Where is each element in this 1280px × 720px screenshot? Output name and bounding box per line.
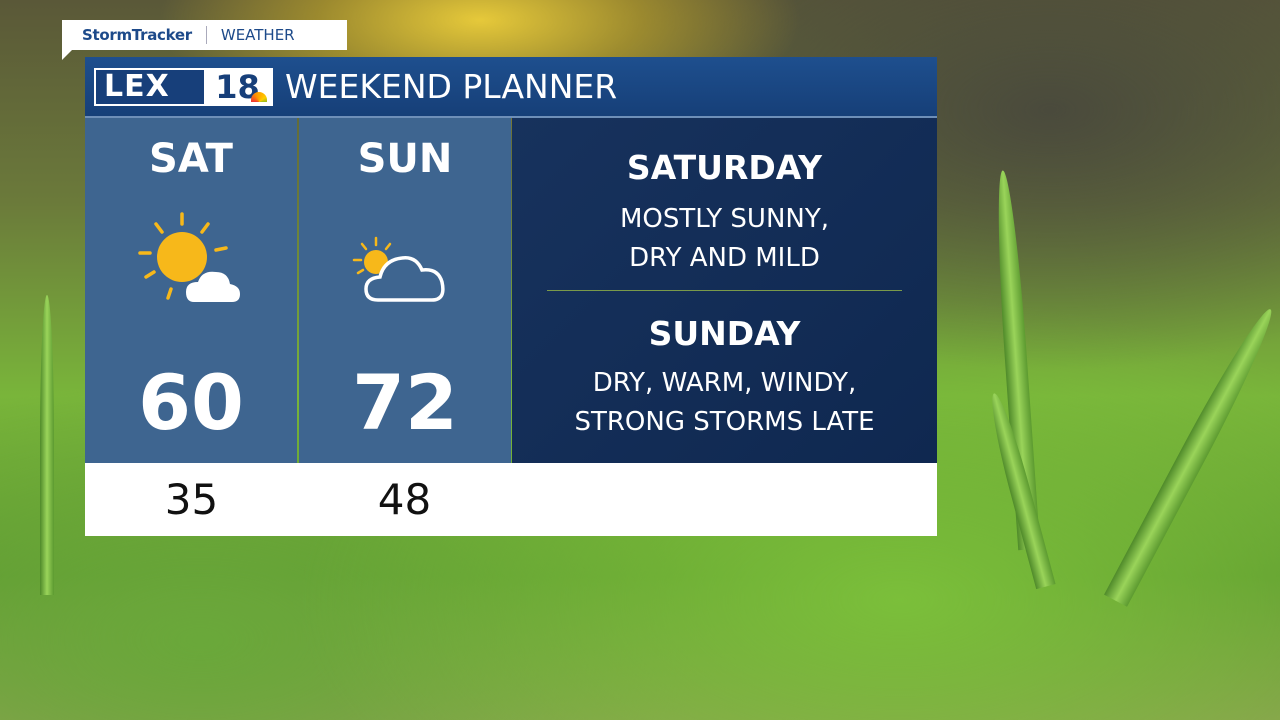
stormtracker-tag: StormTracker WEATHER [62,20,347,60]
day-name: SAT [149,136,233,182]
summary-day: SATURDAY [626,148,823,187]
low-temp: 48 [377,475,432,524]
partly-cloudy-icon [352,236,445,302]
high-temp: 60 [138,358,244,447]
brand-label: StormTracker [82,26,192,44]
section-label: WEATHER [220,26,295,44]
summary-line: DRY, WARM, WINDY, [592,368,857,398]
grass-blade [40,295,54,595]
logo-text: LEX [104,69,170,104]
weekend-planner-panel: LEX 18 WEEKEND PLANNER SAT 60 SUN [85,57,937,538]
divider [547,290,902,291]
low-temp: 35 [164,475,219,524]
station-logo: LEX 18 [94,67,273,106]
summary-day: SUNDAY [648,314,801,353]
forecast-summary: SATURDAY MOSTLY SUNNY, DRY AND MILD SUND… [512,118,937,463]
page-title: WEEKEND PLANNER [285,67,618,106]
peacock-icon [251,91,267,102]
panel-header: LEX 18 WEEKEND PLANNER [85,57,937,118]
grass-blade [1104,303,1280,607]
logo-number: 18 [204,68,271,106]
high-temp: 72 [352,358,458,447]
day-card-sat: SAT 60 [85,118,297,463]
summary-line: MOSTLY SUNNY, [619,204,830,234]
summary-line: STRONG STORMS LATE [574,407,875,437]
day-card-sun: SUN 72 [299,118,511,463]
day-name: SUN [357,136,453,182]
divider [205,26,207,44]
low-temps-row: 35 48 [85,463,937,536]
summary-line: DRY AND MILD [629,243,820,273]
mostly-sunny-icon [138,212,240,302]
